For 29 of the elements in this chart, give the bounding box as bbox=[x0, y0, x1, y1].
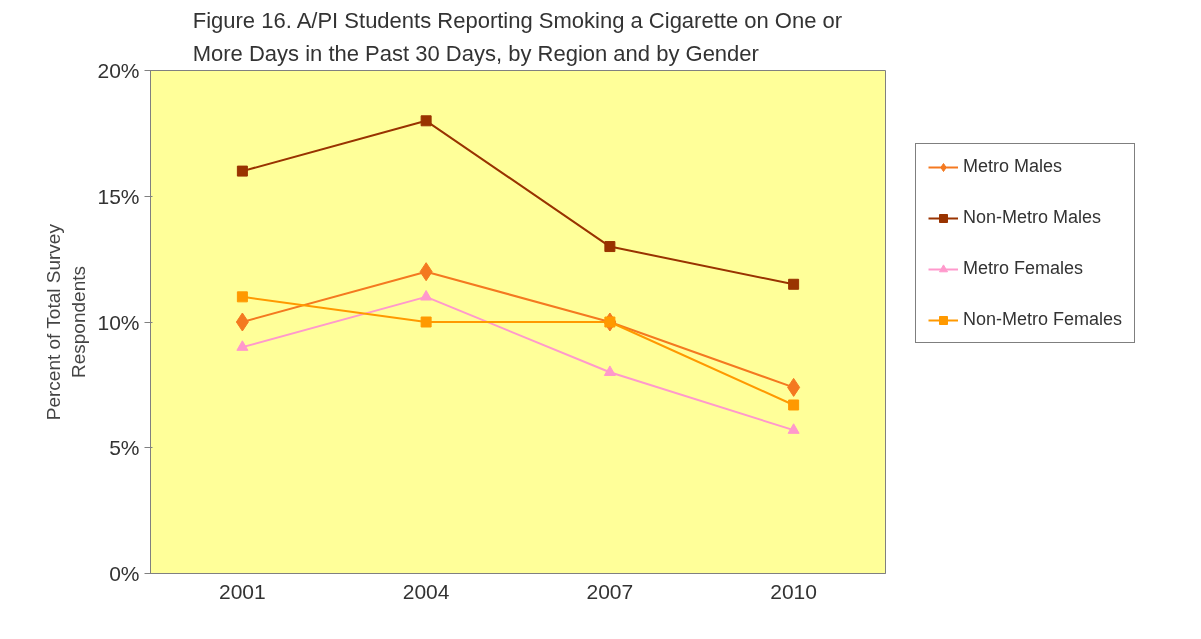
x-tick-label: 2010 bbox=[770, 579, 817, 603]
chart-title: Figure 16. A/PI Students Reporting Smoking a Cigarette on One or More Days in the Past 30 Days, by Region and by Gender bbox=[192, 8, 843, 66]
y-tick-label: 10% bbox=[97, 310, 140, 334]
y-axis-title: Percent of Total Survey Respondents bbox=[43, 223, 90, 421]
legend-label: Metro Females bbox=[963, 258, 1084, 279]
x-tick-label: 2001 bbox=[219, 579, 266, 603]
point bbox=[236, 165, 248, 177]
point bbox=[604, 241, 616, 253]
point bbox=[420, 115, 432, 127]
point bbox=[787, 377, 801, 397]
legend-label: Metro Males bbox=[963, 156, 1063, 177]
point bbox=[420, 316, 432, 328]
x-tick-label: 2004 bbox=[402, 579, 450, 603]
x-tick-label: 2007 bbox=[586, 579, 634, 603]
point bbox=[603, 365, 616, 376]
point bbox=[787, 423, 800, 434]
y-tick-label: 20% bbox=[97, 59, 140, 82]
legend-label: Non-Metro Females bbox=[963, 309, 1123, 330]
y-tick-label: 5% bbox=[109, 436, 140, 460]
legend-label: Non-Metro Males bbox=[963, 207, 1102, 228]
y-tick-label: 0% bbox=[109, 562, 140, 585]
point bbox=[236, 340, 249, 351]
point bbox=[788, 399, 800, 411]
point bbox=[419, 262, 433, 282]
y-tick-label: 15% bbox=[97, 184, 140, 208]
point bbox=[235, 312, 249, 332]
point bbox=[236, 291, 248, 303]
point bbox=[420, 290, 433, 301]
point bbox=[788, 278, 800, 290]
